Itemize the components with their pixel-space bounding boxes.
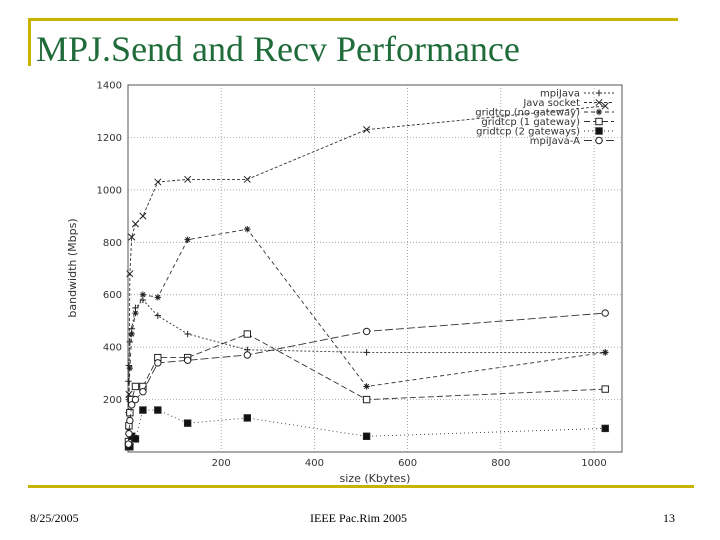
data-point [139, 212, 147, 220]
footer-date: 8/25/2005 [30, 511, 79, 525]
y-tick-label: 200 [103, 395, 122, 406]
data-point [124, 440, 133, 448]
data-point [132, 309, 139, 317]
legend-marker [595, 98, 603, 107]
data-point [363, 349, 370, 356]
frame-left-rule [28, 18, 31, 66]
data-point [602, 349, 609, 356]
data-point [363, 383, 370, 390]
legend-marker [595, 136, 603, 145]
footer-venue: IEEE Pac.Rim 2005 [310, 511, 407, 525]
frame-bottom-rule [28, 485, 694, 488]
series-line [128, 409, 606, 448]
slide-title: MPJ.Send and Recv Performance [36, 29, 520, 69]
y-axis-label: bandwidth (Mbps) [66, 218, 79, 317]
data-point [362, 432, 371, 440]
data-point [126, 364, 134, 372]
y-tick-label: 400 [103, 343, 122, 354]
series-line [128, 105, 606, 432]
series-3 [125, 225, 609, 416]
legend-entry-label: Java socket [522, 98, 580, 109]
data-point [139, 388, 147, 396]
legend-entry-label: gridtcp (1 gateway) [481, 117, 580, 128]
data-point [125, 378, 132, 385]
series-1 [125, 296, 609, 385]
data-point [139, 291, 147, 298]
data-point [128, 330, 135, 338]
x-axis-ticks: 200 400 600 800 1000 [212, 458, 607, 469]
data-point [243, 330, 252, 338]
y-tick-label: 1200 [97, 133, 122, 144]
data-point [154, 294, 162, 301]
y-tick-label: 800 [103, 238, 122, 249]
data-point [125, 429, 133, 438]
data-point [139, 406, 147, 414]
x-tick-label: 800 [491, 458, 510, 469]
x-axis-label: size (Kbytes) [340, 472, 411, 485]
data-point [183, 356, 192, 364]
data-point [126, 416, 134, 425]
legend-marker [595, 117, 603, 126]
data-point [128, 401, 136, 409]
data-point [601, 385, 609, 393]
legend-entry-label: mpiJava-A [530, 136, 580, 147]
data-point [154, 178, 162, 186]
series-line [128, 299, 606, 382]
legend-entry-label: gridtcp (2 gateways) [476, 127, 580, 138]
data-point [243, 175, 251, 183]
data-point [184, 330, 191, 338]
data-point [131, 435, 140, 443]
data-point [128, 233, 136, 241]
data-point [131, 220, 140, 228]
x-tick-label: 400 [305, 458, 324, 469]
data-point [363, 126, 371, 134]
x-tick-label: 200 [212, 458, 231, 469]
data-point [184, 236, 191, 243]
legend-entry-label: mpiJava [540, 89, 580, 100]
frame-top-rule [28, 18, 678, 21]
x-tick-label: 1000 [581, 458, 606, 469]
data-point [126, 408, 134, 417]
legend-entry-label: gridtcp (no gateway) [475, 108, 580, 119]
data-point [243, 351, 252, 359]
data-point [154, 312, 162, 319]
page-number: 13 [663, 511, 675, 525]
y-tick-label: 600 [103, 290, 122, 301]
plot-area [127, 84, 623, 453]
y-tick-label: 1400 [97, 81, 122, 92]
data-point [126, 270, 134, 278]
series-6 [124, 309, 609, 448]
data-point [131, 382, 140, 391]
data-point [183, 419, 192, 427]
data-point [362, 395, 371, 404]
data-point [601, 102, 609, 110]
series-group [124, 102, 609, 451]
x-tick-label: 600 [398, 458, 417, 469]
data-point [601, 424, 609, 433]
data-point [154, 406, 162, 414]
series-2 [124, 102, 609, 435]
data-point [131, 395, 140, 404]
data-point [362, 327, 371, 336]
series-5 [124, 406, 609, 451]
data-point [126, 338, 134, 346]
data-point [243, 414, 252, 422]
legend-marker [595, 127, 603, 135]
data-point [601, 309, 609, 317]
data-point [244, 225, 251, 233]
y-tick-label: 1000 [97, 185, 122, 196]
y-axis-ticks: 200 400 600 800 1000 1200 1400 [97, 81, 122, 407]
data-point [154, 359, 162, 367]
legend-marker [595, 89, 603, 97]
data-point [184, 175, 192, 183]
legend-marker [595, 108, 603, 116]
